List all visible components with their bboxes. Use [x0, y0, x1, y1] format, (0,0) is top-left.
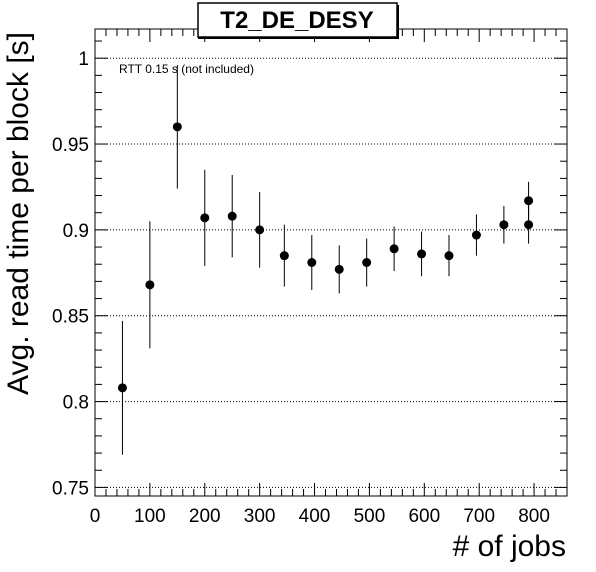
y-tick-label: 0.75	[52, 478, 89, 499]
data-point	[255, 225, 265, 235]
title-box-shadow	[198, 37, 399, 39]
data-point	[172, 122, 182, 132]
y-tick-label: 0.95	[52, 135, 89, 156]
y-axis-title: Avg. read time per block [s]	[2, 32, 35, 395]
x-tick-label: 0	[90, 506, 101, 527]
plot-frame	[94, 28, 568, 497]
data-point	[499, 220, 509, 230]
data-point	[334, 264, 344, 274]
data-points	[117, 65, 534, 455]
x-axis-title: # of jobs	[453, 530, 566, 563]
data-point	[117, 383, 127, 393]
x-tick-label: 500	[354, 506, 386, 527]
chart-title: T2_DE_DESY	[220, 7, 373, 34]
data-point	[307, 258, 317, 267]
axis-ticks	[94, 29, 567, 496]
data-point	[200, 213, 210, 223]
data-point	[362, 258, 372, 267]
data-point	[145, 280, 155, 290]
y-tick-label: 0.8	[63, 393, 89, 414]
title-box-shadow-side	[397, 5, 399, 39]
x-tick-label: 700	[463, 506, 495, 527]
data-point	[389, 244, 399, 254]
y-tick-label: 0.9	[63, 221, 89, 242]
data-point	[417, 249, 427, 259]
x-tick-label: 300	[244, 506, 276, 527]
x-tick-label: 600	[408, 506, 440, 527]
x-tick-label: 400	[299, 506, 331, 527]
data-point	[279, 251, 289, 261]
data-point	[444, 251, 454, 261]
data-point	[471, 230, 481, 240]
x-tick-label: 200	[189, 506, 221, 527]
tick-labels: 0.75 0.8 0.85 0.9 0.95 1 0 100 200 300 400 500 600 70…	[52, 49, 550, 527]
x-tick-label: 800	[518, 506, 550, 527]
data-point	[524, 220, 534, 230]
y-tick-label: 1	[78, 49, 89, 70]
y-tick-label: 0.85	[52, 307, 89, 328]
data-point	[227, 211, 237, 221]
x-tick-label: 100	[134, 506, 166, 527]
grid-lines	[95, 57, 567, 488]
data-point	[524, 196, 534, 206]
rtt-annotation: RTT 0.15 s (not included)	[119, 62, 254, 76]
